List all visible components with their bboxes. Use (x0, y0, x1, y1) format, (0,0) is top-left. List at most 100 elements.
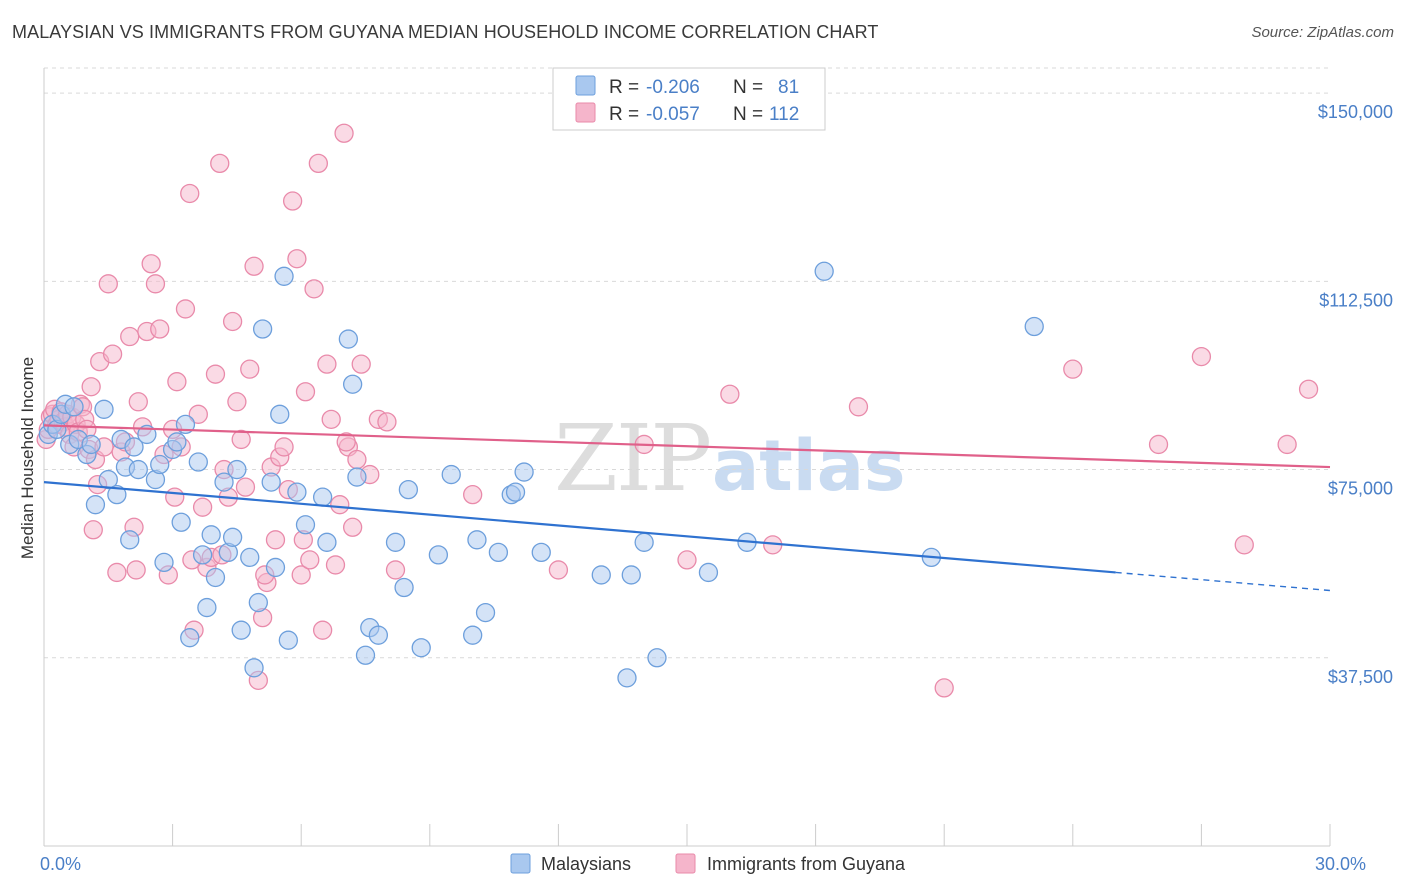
malaysians-point-52 (342, 374, 363, 394)
guyana-point-92 (548, 560, 569, 580)
guyana-point-98 (934, 678, 954, 698)
malaysians-point-42 (261, 472, 281, 492)
malaysians-point-49 (312, 487, 333, 507)
guyana-point-74 (300, 550, 320, 570)
guyana-point-95 (720, 384, 740, 404)
guyana-point-106 (165, 487, 185, 507)
guyana-point-56 (222, 311, 243, 332)
guyana-point-46 (180, 183, 200, 204)
guyana-point-57 (227, 392, 247, 412)
malaysians-point-30 (197, 597, 217, 618)
malaysians-point-32 (205, 567, 226, 588)
malaysians-point-16 (120, 530, 140, 550)
malaysians-point-80 (1024, 316, 1044, 337)
stats-legend: R = -0.206 N = 81 R = -0.057 N = 112 (552, 67, 826, 131)
malaysians-point-10 (85, 495, 106, 515)
guyana-point-52 (205, 364, 226, 384)
legend-r-label-2: R = (609, 104, 639, 125)
malaysians-point-41 (252, 319, 273, 339)
malaysians-point-28 (188, 452, 208, 472)
guyana-point-29 (107, 562, 127, 583)
guyana-point-78 (317, 354, 337, 374)
legend-swatch-blue (575, 75, 596, 96)
malaysians-point-44 (270, 404, 290, 424)
malaysians-point-76 (698, 562, 719, 583)
guyana-point-58 (231, 429, 251, 450)
malaysians-trend-extension (1115, 571, 1331, 592)
malaysians-point-71 (591, 565, 611, 585)
guyana-point-43 (167, 372, 187, 392)
legend-n-value-2: 112 (769, 104, 799, 125)
guyana-point-38 (145, 274, 166, 294)
y-tick-label-1: $75,000 (1328, 479, 1393, 499)
y-axis-label: Median Household Income (18, 357, 37, 559)
malaysians-point-38 (240, 547, 260, 568)
malaysians-point-59 (398, 479, 419, 500)
guyana-point-86 (351, 354, 371, 374)
malaysians-point-21 (150, 454, 170, 475)
guyana-point-22 (83, 520, 103, 540)
malaysians-point-9 (81, 434, 101, 455)
guyana-point-60 (240, 359, 260, 379)
legend-r-value-1: -0.206 (646, 77, 700, 98)
malaysians-point-40 (248, 592, 268, 613)
legend-n-label-1: N = (733, 77, 763, 98)
guyana-point-91 (463, 484, 483, 505)
guyana-point-99 (1063, 359, 1083, 379)
malaysians-point-74 (634, 532, 654, 552)
malaysians-point-6 (64, 397, 84, 417)
malaysians-point-43 (265, 557, 286, 578)
guyana-point-34 (128, 392, 148, 412)
guyana-point-79 (321, 409, 341, 430)
malaysians-point-63 (463, 625, 483, 645)
malaysians-point-62 (441, 464, 461, 485)
guyana-point-61 (244, 256, 264, 276)
malaysians-point-58 (394, 577, 414, 598)
malaysians-point-45 (274, 266, 294, 286)
legend-n-value-1: 81 (778, 77, 799, 98)
guyana-point-39 (150, 319, 170, 339)
malaysians-point-27 (180, 628, 200, 648)
malaysians-point-50 (317, 532, 337, 552)
guyana-point-75 (304, 279, 324, 299)
guyana-point-53 (210, 153, 230, 174)
guyana-point-59 (235, 477, 256, 497)
guyana-point-103 (1277, 434, 1297, 455)
malaysians-point-60 (411, 638, 431, 658)
malaysians-point-66 (488, 542, 509, 563)
malaysians-point-75 (647, 648, 667, 668)
guyana-point-89 (377, 412, 397, 432)
series-malaysians-points (38, 261, 1044, 688)
guyana-point-70 (282, 191, 303, 211)
watermark-atlas: atlas (712, 425, 906, 507)
guyana-trend-line (43, 424, 1331, 469)
guyana-point-21 (81, 377, 101, 397)
source-credit: Source: ZipAtlas.com (1251, 24, 1394, 41)
y-tick-label-2: $112,500 (1319, 290, 1393, 310)
legend-r-value-2: -0.057 (646, 104, 700, 125)
guyana-point-111 (336, 432, 356, 452)
x-tick-labels: 0.0% 30.0% (40, 854, 1366, 874)
guyana-point-76 (308, 153, 328, 174)
guyana-point-82 (334, 123, 354, 143)
watermark-zip: ZIP (554, 405, 710, 512)
malaysians-point-17 (124, 437, 144, 457)
y-tick-label-0: $37,500 (1328, 667, 1393, 687)
legend-n-label-2: N = (733, 104, 763, 125)
guyana-point-80 (325, 555, 346, 575)
malaysians-point-69 (514, 462, 534, 482)
malaysians-point-51 (338, 329, 359, 349)
guyana-point-72 (291, 565, 311, 585)
malaysians-point-47 (287, 482, 307, 502)
malaysians-point-57 (385, 532, 406, 552)
legend-swatch-malaysians (510, 853, 531, 874)
malaysians-point-72 (617, 668, 637, 688)
x-tick-label-1: 30.0% (1315, 854, 1366, 874)
malaysians-point-18 (128, 459, 148, 480)
malaysians-point-31 (201, 525, 221, 545)
malaysians-point-46 (278, 630, 298, 650)
legend-label-guyana: Immigrants from Guyana (707, 854, 906, 874)
legend-label-malaysians: Malaysians (541, 854, 631, 874)
guyana-point-49 (192, 497, 213, 517)
